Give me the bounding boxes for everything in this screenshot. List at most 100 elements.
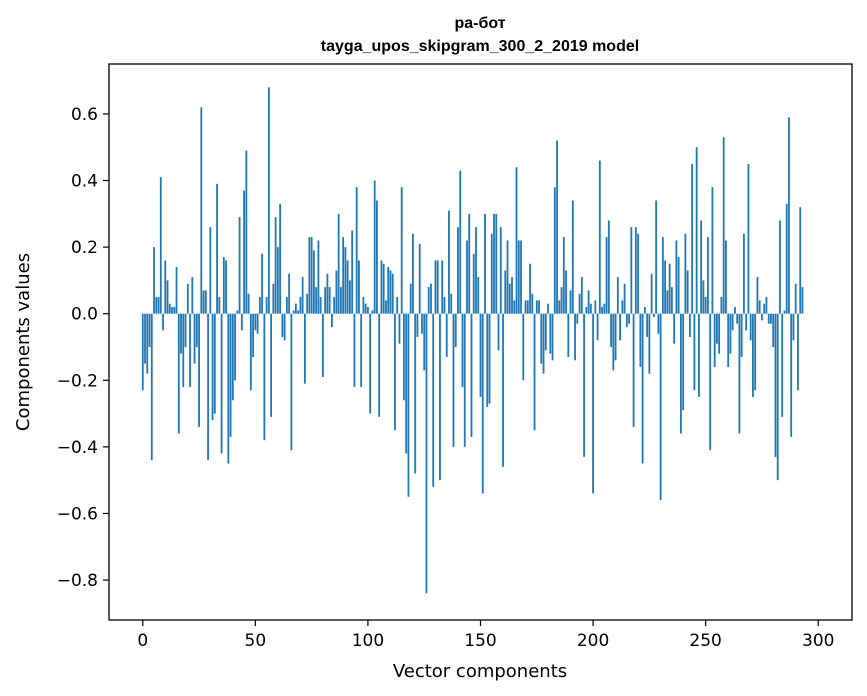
bar <box>551 313 554 361</box>
bar <box>448 210 450 314</box>
bar <box>344 247 347 314</box>
bar <box>472 253 475 314</box>
bar <box>756 277 759 314</box>
bar <box>607 220 610 314</box>
bar <box>252 313 254 357</box>
bar <box>331 313 333 328</box>
bar <box>272 283 275 314</box>
bar <box>222 257 225 314</box>
bar <box>675 240 678 314</box>
bar <box>238 217 241 314</box>
bar <box>650 273 653 314</box>
bar <box>797 313 799 391</box>
bar <box>321 313 324 377</box>
y-tick-label: −0.8 <box>57 571 98 591</box>
bar <box>256 313 259 334</box>
bar <box>747 163 750 314</box>
bar <box>240 313 243 331</box>
bar <box>790 313 793 437</box>
bar <box>144 313 146 364</box>
bar <box>637 233 640 314</box>
bar <box>740 313 743 357</box>
x-axis-label: Vector components <box>393 661 567 682</box>
bar <box>643 307 646 314</box>
bar <box>763 303 766 314</box>
bar <box>155 297 158 314</box>
bar <box>198 313 200 427</box>
bar <box>452 313 455 447</box>
bar <box>267 87 270 314</box>
bar <box>713 313 716 367</box>
axis-ticks: 0 50 100 150 200 250 300 −0.8 −0.6 −0.4 −0.2 0.0 0.2… <box>57 105 835 651</box>
bar <box>204 290 207 314</box>
bar <box>159 177 162 314</box>
y-tick-label: −0.6 <box>57 504 98 524</box>
bar <box>621 300 624 314</box>
bar <box>400 187 403 314</box>
bar <box>234 313 236 381</box>
bar <box>585 307 588 314</box>
bar <box>231 313 234 401</box>
bar <box>427 287 430 314</box>
bar <box>772 313 775 347</box>
bar <box>263 313 266 441</box>
bar <box>229 313 232 437</box>
bar <box>398 313 401 344</box>
bar <box>574 313 576 361</box>
bar <box>549 313 552 354</box>
bar <box>538 300 540 314</box>
bar <box>693 313 696 391</box>
bar <box>508 283 511 314</box>
bar <box>182 313 185 387</box>
bar <box>281 313 284 338</box>
bar <box>236 310 239 314</box>
bar-series <box>141 87 804 594</box>
bar <box>191 277 194 314</box>
bar <box>522 313 525 381</box>
bar <box>450 293 453 314</box>
bar <box>414 313 417 474</box>
bar <box>407 313 410 497</box>
bar <box>461 313 464 387</box>
bar <box>668 263 671 314</box>
bar <box>470 313 473 437</box>
bar <box>436 260 439 314</box>
bar <box>801 287 804 314</box>
y-axis-label: Components values <box>13 253 34 431</box>
bar <box>670 287 673 314</box>
bar <box>616 277 619 314</box>
bar <box>394 313 396 431</box>
bar <box>785 203 788 314</box>
bar <box>718 313 721 354</box>
bar <box>380 260 383 314</box>
bar <box>164 260 167 314</box>
bar <box>225 260 227 314</box>
bar <box>592 313 594 494</box>
bar <box>711 187 714 314</box>
bar <box>150 313 153 461</box>
y-tick-label: 0.0 <box>71 305 98 325</box>
x-tick-label: 150 <box>464 631 496 651</box>
bar <box>799 207 802 314</box>
bar <box>639 313 642 367</box>
bar <box>216 183 218 314</box>
bar <box>603 303 606 314</box>
bar <box>484 213 486 314</box>
bar <box>434 260 437 314</box>
bar <box>189 313 191 387</box>
bar <box>213 313 216 414</box>
x-tick-label: 0 <box>137 631 148 651</box>
bar <box>736 313 739 324</box>
bar <box>576 313 579 324</box>
bar <box>301 277 304 314</box>
bar <box>646 313 649 338</box>
bar <box>276 247 279 314</box>
bar <box>387 267 390 314</box>
bar <box>423 313 426 371</box>
bar <box>619 313 621 341</box>
bar <box>580 277 583 314</box>
bar <box>209 227 212 314</box>
bar <box>303 313 306 384</box>
bar <box>258 297 261 314</box>
bar <box>686 270 689 314</box>
